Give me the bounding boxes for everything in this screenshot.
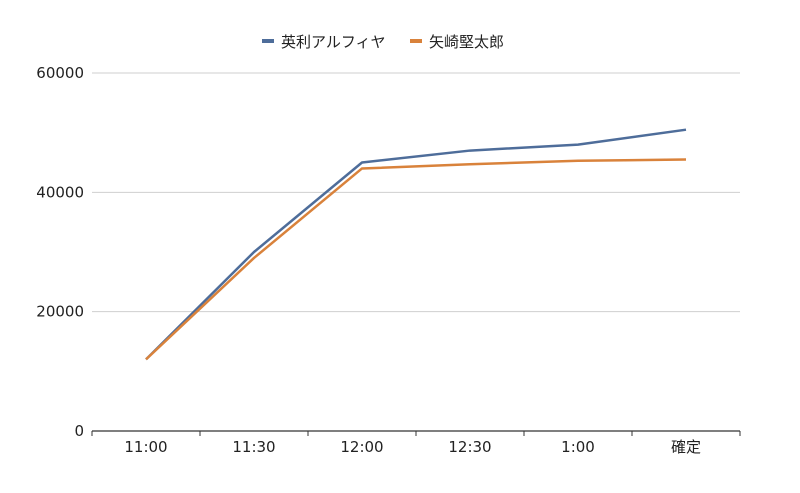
x-tick-label: 12:00 <box>340 438 383 456</box>
series-line-2 <box>145 158 687 361</box>
legend: 英利アルフィヤ 矢崎堅太郎 <box>262 33 504 51</box>
legend-label: 英利アルフィヤ <box>281 33 386 51</box>
series-lines <box>145 128 687 361</box>
legend-label: 矢崎堅太郎 <box>429 33 504 51</box>
y-tick-label: 0 <box>74 422 84 440</box>
series-line-1 <box>145 128 687 361</box>
y-tick-label: 20000 <box>36 303 84 321</box>
legend-swatch <box>410 39 422 43</box>
y-tick-label: 60000 <box>36 64 84 82</box>
gridlines <box>92 72 740 313</box>
y-tick-label: 40000 <box>36 183 84 201</box>
x-tick-label: 11:00 <box>124 438 167 456</box>
axes: 0 20000 40000 60000 11:00 11:30 12:00 12:30 1:00… <box>36 64 741 456</box>
x-tick-label: 確定 <box>671 438 701 456</box>
x-tick-label: 11:30 <box>232 438 275 456</box>
x-tick-label: 12:30 <box>448 438 491 456</box>
x-tick-label: 1:00 <box>561 438 595 456</box>
legend-swatch <box>262 39 274 43</box>
